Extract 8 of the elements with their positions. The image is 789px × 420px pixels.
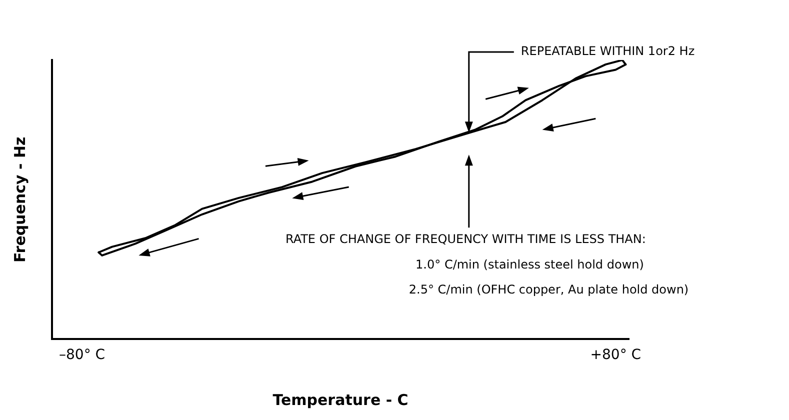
x-axis-title: Temperature - C bbox=[272, 390, 408, 409]
annotation: 1.0° C/min (stainless steel hold down) bbox=[416, 257, 644, 272]
y-axis-title: Frequency - Hz bbox=[10, 136, 29, 262]
x-tick-label: –80° C bbox=[58, 347, 106, 364]
annotation: RATE OF CHANGE OF FREQUENCY WITH TIME IS LESS THAN: bbox=[285, 232, 646, 246]
annotation: REPEATABLE WITHIN 1or2 Hz bbox=[520, 44, 695, 58]
annotation: 2.5° C/min (OFHC copper, Au plate hold down) bbox=[408, 282, 689, 296]
x-tick-label: +80° C bbox=[590, 347, 642, 364]
